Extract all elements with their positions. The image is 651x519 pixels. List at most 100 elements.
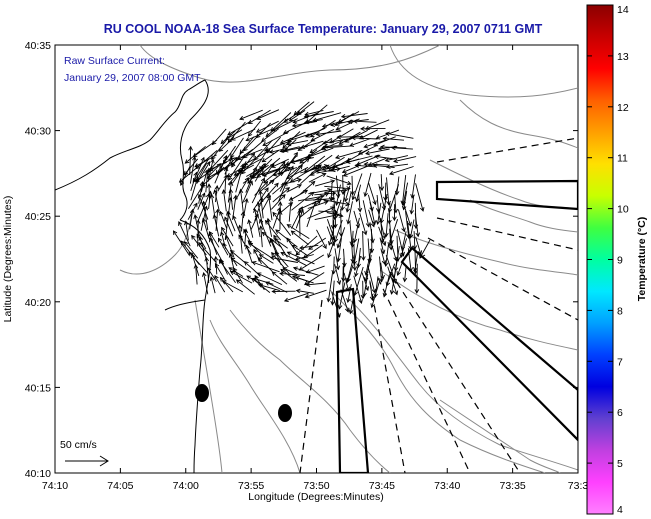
current-vector <box>386 163 409 168</box>
current-vector-head <box>221 280 227 285</box>
current-vector-head <box>201 200 207 206</box>
current-vector-head <box>216 163 222 168</box>
current-vector-head <box>190 253 196 259</box>
current-vector-head <box>290 230 296 235</box>
current-vector-head <box>283 297 289 303</box>
current-vector-head <box>232 215 237 220</box>
current-vector <box>270 257 298 263</box>
current-vector <box>298 139 315 151</box>
current-vector-head <box>188 145 193 151</box>
current-vector-head <box>269 179 275 185</box>
current-vector <box>293 101 310 116</box>
current-vector <box>207 149 229 173</box>
current-vector <box>391 147 413 150</box>
current-vector-head <box>230 136 236 141</box>
current-vector <box>252 261 280 273</box>
current-vector <box>231 128 256 141</box>
current-vector-head <box>184 241 189 246</box>
current-vector-head <box>193 171 198 177</box>
current-vector <box>379 237 385 254</box>
current-vector <box>243 149 271 166</box>
current-vector-head <box>379 219 385 225</box>
contour-line <box>439 399 561 473</box>
current-vector <box>262 149 280 163</box>
current-vector <box>220 277 234 293</box>
current-vector <box>385 213 389 237</box>
current-vector-head <box>229 161 235 166</box>
current-vector <box>219 211 228 229</box>
current-vector-head <box>286 237 291 243</box>
current-vector-head <box>227 176 233 181</box>
current-vector <box>273 167 298 176</box>
current-vector-head <box>360 126 365 132</box>
current-vector-head <box>261 157 267 163</box>
current-vector-head <box>270 237 275 243</box>
current-vector-head <box>272 211 277 217</box>
current-vector-head <box>340 206 345 212</box>
current-vector-head <box>393 158 398 164</box>
current-vector-head <box>363 161 369 167</box>
current-vector-head <box>269 237 274 243</box>
current-vector-head <box>330 167 336 173</box>
ship-marker <box>195 384 209 402</box>
current-vector-head <box>322 244 327 250</box>
current-vector-head <box>308 245 313 250</box>
current-vector-head <box>243 161 249 166</box>
current-vector <box>250 214 259 231</box>
x-axis: 74:10 74:05 74:00 73:55 73:50 73:45 73:40 73:35… <box>42 45 588 492</box>
current-vector-head <box>200 182 206 187</box>
current-vector <box>295 276 314 284</box>
current-vector-head <box>279 139 285 144</box>
current-vector-head <box>328 196 334 202</box>
current-vector <box>380 193 388 224</box>
current-vector-head <box>258 190 263 195</box>
current-vector <box>230 148 254 166</box>
current-vector <box>358 145 377 155</box>
current-vector-head <box>238 188 244 194</box>
current-vector <box>328 227 335 246</box>
current-vector-head <box>341 168 347 174</box>
dashed-line <box>369 281 406 473</box>
current-vector <box>246 245 253 264</box>
current-vector <box>342 266 344 294</box>
current-vector <box>257 257 273 272</box>
current-vector-head <box>252 174 257 179</box>
current-vector <box>337 227 346 248</box>
current-vector <box>304 111 334 118</box>
current-vector <box>405 210 410 239</box>
current-vector-head <box>178 178 184 183</box>
current-vector <box>308 173 326 183</box>
current-vector-head <box>193 263 199 269</box>
current-vector-head <box>294 275 300 281</box>
current-vector-head <box>250 152 256 158</box>
current-vector-head <box>283 147 289 153</box>
current-vector-head <box>355 197 360 203</box>
current-vector-head <box>257 283 263 288</box>
current-vector <box>394 195 397 213</box>
current-vector-head <box>220 139 226 145</box>
colorbar-tick-label: 14 <box>617 4 629 16</box>
current-vector-head <box>337 118 343 123</box>
current-vector <box>248 242 273 259</box>
current-vector-head <box>228 267 234 272</box>
contour-line <box>194 299 223 473</box>
current-vector-head <box>259 218 264 224</box>
current-vector-head <box>363 143 369 149</box>
current-vector-head <box>237 224 243 230</box>
current-vector <box>331 280 335 305</box>
current-vector-head <box>312 117 318 122</box>
current-vector-head <box>305 282 311 287</box>
current-vector-head <box>208 166 214 171</box>
current-vector-head <box>209 276 215 282</box>
current-vector-head <box>222 159 228 165</box>
current-vector <box>369 201 376 225</box>
current-vector <box>329 128 354 144</box>
current-vector-head <box>336 134 342 140</box>
colorbar-tick-label: 4 <box>617 504 623 516</box>
current-vector-head <box>184 159 190 164</box>
current-vector-head <box>218 259 223 264</box>
current-vector-head <box>236 155 242 161</box>
current-vector <box>361 272 369 291</box>
current-vector-head <box>401 205 407 211</box>
current-vector-head <box>218 237 223 243</box>
